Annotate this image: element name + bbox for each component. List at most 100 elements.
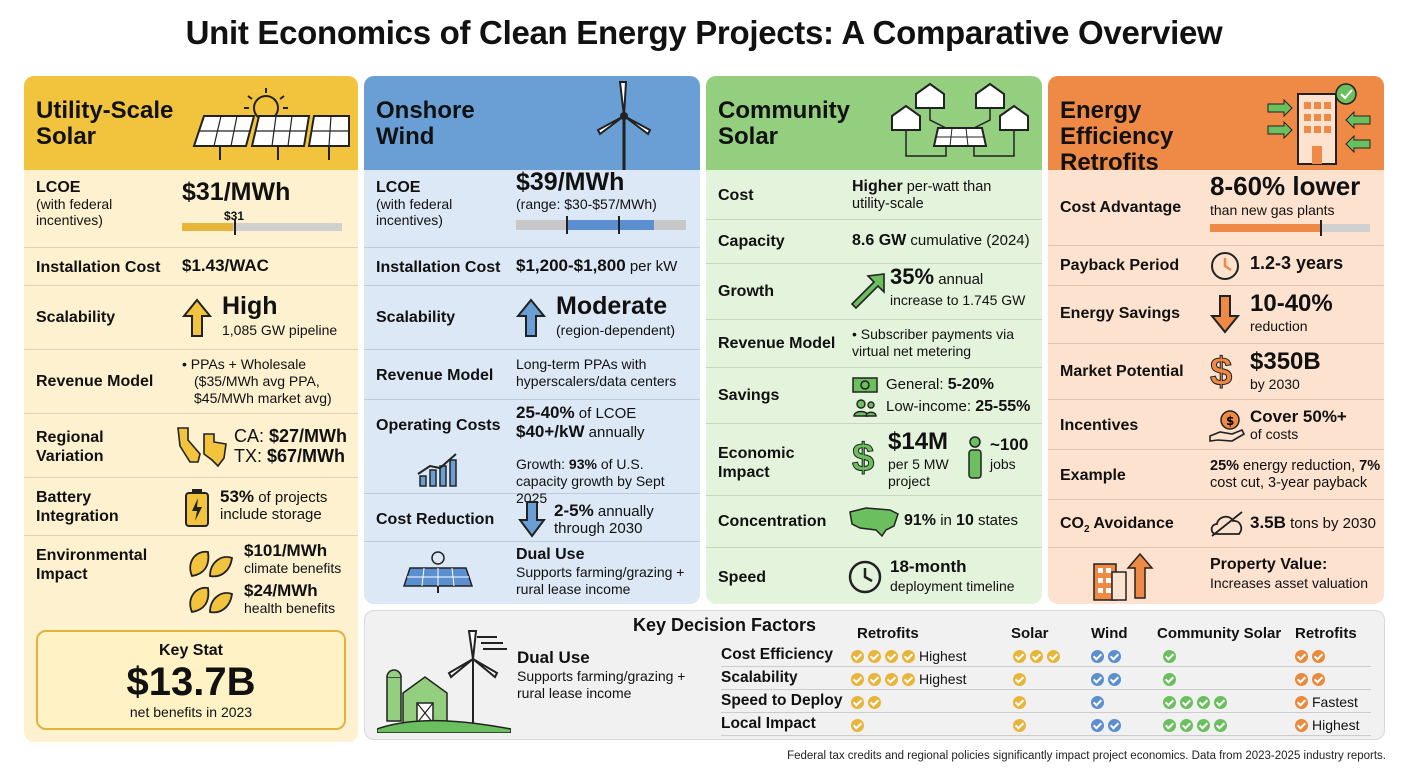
community-cost-row: Cost Higher per-watt than utility-scale bbox=[706, 170, 1042, 220]
rating-retrofits bbox=[1295, 648, 1329, 664]
con-mid: in bbox=[936, 512, 957, 529]
cloud-slash-icon bbox=[1210, 511, 1243, 537]
growth-value: 93% bbox=[568, 456, 597, 472]
scal-label: Scalability bbox=[376, 309, 456, 326]
bat-value: 53% bbox=[220, 487, 255, 506]
battery-icon bbox=[185, 489, 209, 527]
rating-dot bbox=[902, 673, 915, 686]
reg-ca-value: $27/MWh bbox=[269, 426, 348, 446]
eco-value: $14M bbox=[888, 428, 949, 455]
savings-label: Savings bbox=[718, 387, 780, 404]
key-stat-title: Key Stat bbox=[158, 642, 224, 659]
solar-header: Utility-Scale Solar bbox=[24, 76, 358, 170]
decision-panel: Dual Use Supports farming/grazing + rura… bbox=[364, 610, 1385, 740]
community-speed-row: Speed 18-month deployment timeline bbox=[706, 548, 1042, 604]
retro-header: Energy Efficiency Retrofits bbox=[1048, 76, 1384, 176]
rating-wind bbox=[1091, 694, 1108, 710]
rating-dot bbox=[1163, 650, 1176, 663]
solar-reg-row: Regional Variation CA: $27/MWh TX: $67/M… bbox=[24, 414, 358, 478]
houses-solar-icon bbox=[891, 82, 1029, 157]
solar-install-row: Installation Cost $1.43/WAC bbox=[24, 248, 358, 286]
op-sub-2: annually bbox=[584, 424, 645, 441]
rev-label: Revenue Model bbox=[718, 335, 836, 352]
rev-sub: ($35/MWh avg PPA, $45/MWh market avg) bbox=[194, 373, 332, 406]
reg-tx-value: $67/MWh bbox=[267, 446, 346, 466]
decision-row: Cost Efficiency Highest bbox=[721, 645, 1371, 667]
cr-label: Cost Reduction bbox=[376, 511, 495, 528]
rating-solar-2 bbox=[1013, 671, 1030, 687]
money-icon bbox=[852, 377, 878, 393]
rating-dot bbox=[1091, 696, 1104, 709]
dollar-icon: $ bbox=[851, 436, 875, 481]
install-label: Installation Cost bbox=[36, 259, 161, 276]
growth-chart-icon bbox=[417, 453, 457, 487]
env-sub-1: climate benefits bbox=[244, 560, 342, 576]
scal-value: Moderate bbox=[556, 292, 668, 320]
scal-value: High bbox=[222, 292, 278, 320]
hand-coin-icon: $ bbox=[1209, 410, 1246, 442]
svg-text:$: $ bbox=[1226, 414, 1234, 428]
rating-dot bbox=[1295, 673, 1308, 686]
cap-label: Capacity bbox=[718, 233, 785, 250]
rating-dot bbox=[1312, 673, 1325, 686]
pp-value: 1.2-3 years bbox=[1250, 253, 1344, 273]
eco-jobs-sub: jobs bbox=[990, 456, 1016, 472]
dual-use-sub: Supports farming/grazing + rural lease i… bbox=[516, 564, 685, 597]
wind-turbine-icon bbox=[596, 81, 652, 170]
down-arrow-icon bbox=[518, 501, 546, 538]
rating-retro-note: Highest bbox=[1312, 717, 1360, 733]
co2-subscript: 2 bbox=[1084, 524, 1090, 536]
savings-lowincome-label: Low-income: bbox=[886, 398, 976, 415]
rating-dot bbox=[902, 650, 915, 663]
wind-lcoe-row: LCOE (with federal incentives) $39/MWh (… bbox=[364, 170, 700, 248]
rating-retrofits bbox=[1295, 671, 1329, 687]
decision-row-label: Cost Efficiency bbox=[721, 646, 833, 663]
cr-sub: through 2030 bbox=[554, 520, 643, 537]
rating-dot bbox=[1180, 719, 1193, 732]
rating-solar-2 bbox=[1013, 648, 1064, 664]
wind-header: Onshore Wind bbox=[364, 76, 700, 170]
wind-scal-row: Scalability Moderate (region-dependent) bbox=[364, 286, 700, 350]
scal-sub: (region-dependent) bbox=[556, 322, 676, 338]
rating-dot bbox=[1214, 719, 1227, 732]
decision-row: Speed to Deploy Fastest bbox=[721, 691, 1371, 713]
key-stat-value: $13.7B bbox=[126, 660, 256, 704]
solar-title: Utility-Scale Solar bbox=[36, 97, 174, 150]
rating-retrofits: Fastest bbox=[1295, 694, 1358, 710]
rating-dot bbox=[1108, 719, 1121, 732]
rating-solar: Highest bbox=[851, 671, 966, 687]
co2-rest: tons by 2030 bbox=[1285, 515, 1376, 532]
savings-lowincome-value: 25-55% bbox=[975, 398, 1031, 415]
solar-bat-row: Battery Integration 53% of projects incl… bbox=[24, 478, 358, 536]
growth-label: Growth bbox=[718, 283, 774, 300]
ex-label: Example bbox=[1060, 467, 1126, 484]
savings-general-label: General: bbox=[886, 376, 948, 393]
es-label: Energy Savings bbox=[1060, 305, 1181, 322]
rating-dot bbox=[851, 719, 864, 732]
rating-community bbox=[1163, 694, 1231, 710]
op-value-2: $40+/kW bbox=[516, 422, 585, 441]
rating-dot bbox=[1047, 650, 1060, 663]
community-header: Community Solar bbox=[706, 76, 1042, 170]
solar-panels-icon bbox=[192, 88, 350, 160]
rating-wind bbox=[1091, 717, 1125, 733]
decision-dual-sub: Supports farming/grazing + rural lease i… bbox=[517, 668, 686, 701]
decision-title: Key Decision Factors bbox=[633, 615, 817, 635]
building-check-icon bbox=[1267, 83, 1371, 165]
ca-bar bbox=[1210, 220, 1370, 236]
wind-install-row: Installation Cost $1,200-$1,800 per kW bbox=[364, 248, 700, 286]
env-value-2: $24/MWh bbox=[244, 581, 318, 600]
rating-wind bbox=[1091, 671, 1125, 687]
rating-retro-note: Fastest bbox=[1312, 694, 1358, 710]
bat-label: Battery Integration bbox=[36, 489, 119, 525]
rating-solar-note: Highest bbox=[919, 648, 967, 664]
community-eco-row: Economic Impact $ $14M per 5 MW project … bbox=[706, 424, 1042, 496]
lcoe-label: LCOE bbox=[36, 179, 81, 196]
rating-dot bbox=[1013, 696, 1026, 709]
growth-sub: increase to 1.745 GW bbox=[890, 292, 1026, 308]
solar-scal-row: Scalability High 1,085 GW pipeline bbox=[24, 286, 358, 350]
retro-ex-row: Example 25% energy reduction, 7% cost cu… bbox=[1048, 450, 1384, 500]
retro-es-row: Energy Savings 10-40% reduction bbox=[1048, 286, 1384, 344]
pp-label: Payback Period bbox=[1060, 257, 1180, 274]
clock-icon bbox=[1211, 252, 1239, 280]
